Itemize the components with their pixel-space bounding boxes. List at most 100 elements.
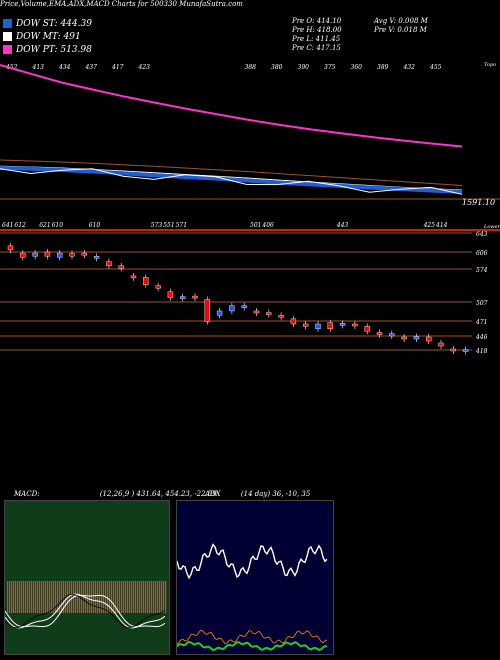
macd-histogram-bar xyxy=(135,581,137,613)
macd-histogram-bar xyxy=(127,581,129,613)
candle xyxy=(352,323,358,327)
ema-x-tick: 437 xyxy=(85,64,98,71)
macd-histogram-bar xyxy=(129,581,131,613)
legend-dow-mt-label: DOW MT: 491 xyxy=(16,31,81,42)
site-name: MunafaSutra.com xyxy=(179,0,243,8)
ema-x-tick: 388 xyxy=(245,64,257,71)
candle xyxy=(32,252,38,257)
candle xyxy=(413,336,420,340)
ema-x-tick: 417 xyxy=(111,64,124,71)
macd-histogram-bar xyxy=(113,581,115,613)
macd-histogram-bar xyxy=(71,581,73,613)
macd-histogram-bar xyxy=(121,581,123,613)
candle xyxy=(253,310,260,314)
macd-histogram-bar xyxy=(49,581,51,613)
adx-values: (14 day) 36, -10, 35 xyxy=(240,490,311,498)
macd-histogram-bar xyxy=(151,581,153,613)
price-x-tick: 610 xyxy=(52,222,64,229)
macd-histogram-bar xyxy=(7,581,9,613)
price-x-tick: 621 xyxy=(39,222,50,229)
macd-histogram-bar xyxy=(21,581,23,613)
ema-series-dow-st xyxy=(0,166,463,194)
macd-histogram-bar xyxy=(109,581,111,613)
macd-histogram-bar xyxy=(147,581,149,613)
macd-histogram-bar xyxy=(145,581,147,613)
price-x-tick: 612 xyxy=(14,222,26,229)
macd-histogram-bar xyxy=(143,581,145,613)
macd-histogram-bar xyxy=(89,581,91,613)
price-x-tick: 443 xyxy=(336,222,349,229)
candle xyxy=(266,312,272,315)
price-y-label: 643 xyxy=(476,231,488,238)
macd-histogram-bar xyxy=(19,581,21,613)
macd-histogram-bar xyxy=(47,581,49,613)
stat-avg-volume: Avg V: 0.008 M xyxy=(374,17,428,25)
adx-title: ADX xyxy=(205,490,221,498)
candle xyxy=(376,332,383,335)
stat-pre-open: Pre O: 414.10 xyxy=(292,17,342,25)
price-x-tick: 641 xyxy=(2,222,13,229)
macd-histogram-bar xyxy=(9,581,11,613)
price-x-tick: 425 xyxy=(423,222,436,229)
ema-x-tick: 434 xyxy=(58,64,71,71)
ema-x-tick: 389 xyxy=(377,64,389,71)
price-lower-label: Lower xyxy=(483,224,500,230)
price-y-label: 418 xyxy=(475,348,488,355)
candle xyxy=(389,333,395,337)
macd-histogram-bar xyxy=(81,581,83,613)
candle xyxy=(143,277,149,285)
macd-histogram-bar xyxy=(97,581,99,613)
macd-histogram-bar xyxy=(115,581,117,613)
macd-histogram-bar xyxy=(95,581,97,613)
candle xyxy=(106,261,112,267)
price-x-tick: 501 xyxy=(250,222,261,229)
candle xyxy=(69,253,75,257)
macd-histogram-bar xyxy=(29,581,31,613)
macd-histogram-bar xyxy=(37,581,39,613)
macd-histogram-bar xyxy=(23,581,25,613)
macd-histogram-bar xyxy=(53,581,55,613)
ema-x-tick: 380 xyxy=(271,64,283,71)
macd-histogram-bar xyxy=(99,581,101,613)
macd-histogram-bar xyxy=(25,581,27,613)
ema-right-value: 1591.10 xyxy=(462,198,495,207)
adx-panel xyxy=(176,500,334,655)
adx-label: ADX (14 day) 36, -10, 35 xyxy=(205,490,310,498)
macd-histogram-bar xyxy=(27,581,29,613)
price-y-label: 446 xyxy=(475,334,488,341)
candle xyxy=(426,336,432,342)
candle xyxy=(278,314,284,318)
macd-histogram-bar xyxy=(61,581,63,613)
macd-histogram-bar xyxy=(55,581,57,613)
macd-histogram-bar xyxy=(39,581,41,613)
candle xyxy=(93,256,100,259)
candle xyxy=(327,322,333,329)
macd-histogram-bar xyxy=(77,581,79,613)
macd-histogram-bar xyxy=(149,581,151,613)
ema-series-price xyxy=(0,168,463,195)
candle xyxy=(57,252,63,258)
stat-pre-high: Pre H: 418.00 xyxy=(292,26,342,34)
macd-histogram-bar xyxy=(75,581,77,613)
legend-dow-st-label: DOW ST: 444.39 xyxy=(16,18,92,29)
candle xyxy=(364,326,370,332)
price-y-label: 606 xyxy=(476,250,488,257)
candle xyxy=(450,348,456,352)
ema-topo-label: Topo xyxy=(484,62,496,68)
macd-histogram-bar xyxy=(163,581,165,613)
adx-minus-di-line xyxy=(176,640,328,652)
candle xyxy=(462,349,469,352)
macd-histogram-bar xyxy=(41,581,43,613)
macd-values: (12,26,9 ) 431.64, 454.23, -22.59 xyxy=(99,490,217,498)
candle xyxy=(167,291,174,298)
macd-histogram-bar xyxy=(15,581,17,613)
candle xyxy=(179,296,186,299)
macd-histogram-bar xyxy=(43,581,45,613)
macd-histogram-bar xyxy=(107,581,109,613)
chart-title: Price,Volume,EMA,ADX,MACD Charts for 500… xyxy=(0,0,177,8)
candle xyxy=(118,265,124,269)
macd-histogram-bar xyxy=(161,581,163,613)
adx-plus-di-line xyxy=(176,629,328,645)
legend-dow-pt: DOW PT: 513.98 xyxy=(3,44,92,55)
